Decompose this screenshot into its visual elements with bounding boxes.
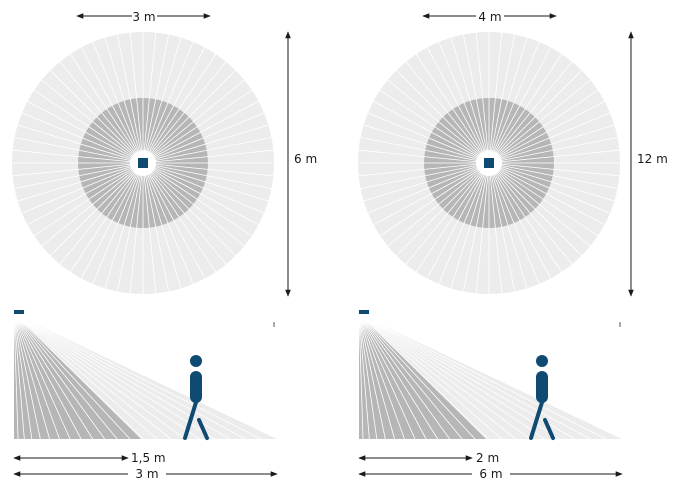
sensor-side-icon (359, 310, 369, 314)
side-outer-label: 3 m (135, 467, 158, 481)
side-view-left (14, 310, 277, 439)
top-width-label: 3 m (132, 10, 155, 24)
side-inner-label: 1,5 m (131, 451, 166, 465)
side-view-right (359, 310, 622, 439)
top-view-right (357, 31, 621, 295)
panel-right: 4 m 12 m 2 m 6 m (357, 10, 668, 481)
sensor-icon (484, 158, 494, 168)
panel-left: 3 m 6 m 1,5 m 3 m (11, 10, 317, 481)
top-view-left (11, 31, 275, 295)
height-label: 6 m (294, 152, 317, 166)
sensor-side-icon (14, 310, 24, 314)
side-outer-label: 6 m (479, 467, 502, 481)
sensor-icon (138, 158, 148, 168)
side-inner-label: 2 m (476, 451, 499, 465)
height-label: 12 m (637, 152, 668, 166)
top-width-label: 4 m (478, 10, 501, 24)
